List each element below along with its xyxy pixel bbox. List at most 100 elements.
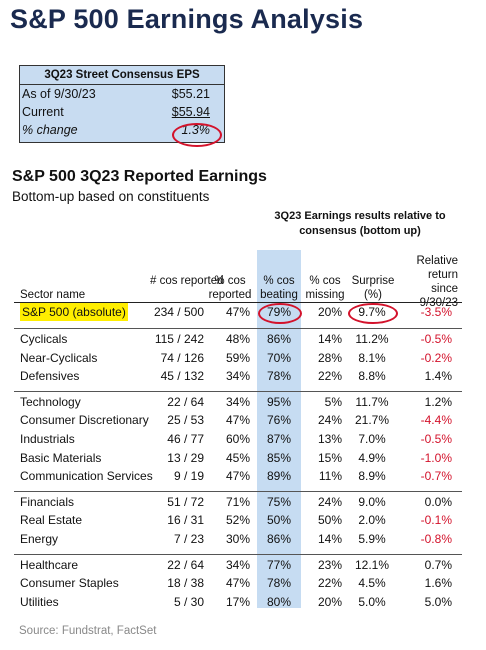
beating-cell: 86% [266, 532, 292, 546]
surprise-cell: 11.2% [355, 332, 389, 346]
surprise-circle-annotation [348, 303, 398, 324]
pct-reported-cell: 48% [225, 332, 250, 346]
consensus-row-asof: As of 9/30/23 $55.21 [20, 85, 224, 103]
surprise-cell: 4.5% [358, 576, 386, 591]
consensus-value: $55.21 [171, 87, 210, 101]
pct-reported-cell: 45% [225, 450, 250, 465]
reported-cell: 74 / 126 [160, 350, 204, 365]
pct-reported-cell: 34% [225, 557, 250, 572]
table-row: Cyclicals 115 / 242 48% 86% 14% 11.2% -0.5% [0, 330, 486, 348]
relative-return-cell: -1.0% [420, 450, 452, 465]
reported-cell: 16 / 31 [167, 513, 204, 528]
beating-cell: 78% [266, 576, 292, 591]
col-header-missing: % cos missing [305, 275, 345, 301]
beating-cell: 76% [266, 413, 292, 428]
missing-cell: 15% [317, 450, 342, 465]
surprise-cell: 8.1% [358, 350, 386, 365]
col-header-relative: Relative return since 9/30/23 [416, 255, 458, 309]
relative-return-cell: 1.2% [424, 394, 452, 409]
missing-cell: 14% [317, 332, 342, 346]
surprise-cell: 2.0% [358, 513, 386, 528]
relative-return-cell: -0.5% [420, 332, 452, 346]
table-row: Healthcare 22 / 64 34% 77% 23% 12.1% 0.7% [0, 556, 486, 574]
missing-cell: 20% [317, 594, 342, 609]
pct-reported-cell: 17% [225, 594, 250, 609]
group-divider [14, 553, 462, 555]
beating-cell: 95% [266, 394, 292, 409]
beating-cell: 77% [266, 557, 292, 572]
surprise-cell: 5.9% [358, 532, 386, 546]
missing-cell: 5% [324, 394, 342, 409]
page-title: S&P 500 Earnings Analysis [10, 4, 364, 34]
table-row: Basic Materials 13 / 29 45% 85% 15% 4.9% -1.0% [0, 449, 486, 467]
reported-cell: 51 / 72 [167, 494, 204, 509]
sector-name-cell: Real Estate [20, 513, 83, 528]
surprise-cell: 11.7% [355, 394, 389, 409]
col-header-beating: % cos beating [260, 275, 298, 301]
total-row: S&P 500 (absolute) 234 / 500 47% 79% 20% 9.7%… [0, 303, 486, 321]
pct-reported-cell: 60% [225, 432, 250, 446]
pct-reported-cell: 34% [225, 394, 250, 409]
beating-cell: 89% [266, 469, 292, 484]
sector-name-cell: S&P 500 (absolute) [20, 303, 128, 321]
sector-name-cell: Communication Services [20, 469, 153, 484]
sector-name-cell: Industrials [20, 432, 75, 446]
beating-cell: 80% [266, 594, 292, 609]
reported-cell: 46 / 77 [167, 432, 204, 446]
beating-cell: 78% [266, 369, 292, 384]
pct-reported-cell: 71% [225, 494, 250, 509]
pct-reported-cell: 47% [225, 305, 250, 319]
table-row: Technology 22 / 64 34% 95% 5% 11.7% 1.2% [0, 393, 486, 411]
sector-name-cell: Defensives [20, 369, 80, 384]
change-circle-annotation [172, 123, 222, 147]
table-row: Financials 51 / 72 71% 75% 24% 9.0% 0.0% [0, 493, 486, 511]
beating-circle-annotation [258, 303, 302, 324]
missing-cell: 50% [317, 513, 342, 528]
header-divider [14, 302, 462, 303]
col-header-surprise: Surprise (%) [351, 275, 395, 301]
missing-cell: 28% [317, 350, 342, 365]
reported-cell: 45 / 132 [160, 369, 204, 384]
reported-cell: 234 / 500 [153, 305, 204, 319]
sector-name-cell: Consumer Discretionary [20, 413, 149, 428]
missing-cell: 23% [317, 557, 342, 572]
col-header-reported: # cos reported [150, 275, 224, 287]
missing-cell: 22% [317, 576, 342, 591]
surprise-cell: 9.0% [358, 494, 386, 509]
pct-reported-cell: 47% [225, 469, 250, 484]
consensus-eps-box: 3Q23 Street Consensus EPS As of 9/30/23 … [19, 65, 225, 143]
reported-cell: 22 / 64 [167, 394, 204, 409]
surprise-cell: 5.0% [358, 594, 386, 609]
surprise-cell: 21.7% [354, 413, 390, 428]
sector-name-cell: Utilities [20, 594, 59, 609]
relative-return-cell: 0.7% [424, 557, 452, 572]
table-row: Utilities 5 / 30 17% 80% 20% 5.0% 5.0% [0, 593, 486, 611]
section-subtitle: Bottom-up based on constituents [12, 189, 210, 204]
beating-cell: 70% [266, 350, 292, 365]
table-row: Communication Services 9 / 19 47% 89% 11% 8.9… [0, 467, 486, 485]
consensus-label: % change [22, 123, 78, 137]
sector-name-cell: Technology [20, 394, 81, 409]
surprise-cell: 8.8% [358, 369, 386, 384]
table-row: Near-Cyclicals 74 / 126 59% 70% 28% 8.1% -0.2% [0, 349, 486, 367]
pct-reported-cell: 47% [225, 413, 250, 428]
beating-cell: 75% [266, 494, 292, 509]
table-row: Defensives 45 / 132 34% 78% 22% 8.8% 1.4% [0, 367, 486, 385]
relative-return-cell: -0.2% [420, 350, 452, 365]
reported-cell: 25 / 53 [167, 413, 204, 428]
sector-name-cell: Financials [20, 494, 75, 509]
reported-cell: 115 / 242 [154, 332, 204, 346]
missing-cell: 14% [317, 532, 342, 546]
reported-cell: 5 / 30 [173, 594, 204, 609]
pct-reported-cell: 59% [225, 350, 250, 365]
relative-return-cell: 0.0% [424, 494, 452, 509]
relative-return-cell: 1.4% [424, 369, 452, 384]
beating-cell: 85% [266, 450, 292, 465]
consensus-value: $55.94 [171, 105, 210, 119]
reported-cell: 18 / 38 [167, 576, 204, 591]
table-row: Consumer Discretionary 25 / 53 47% 76% 24% 21… [0, 411, 486, 429]
relative-return-cell: 5.0% [424, 594, 452, 609]
relative-return-cell: -0.8% [420, 532, 452, 546]
reported-cell: 13 / 29 [167, 450, 204, 465]
missing-cell: 13% [317, 432, 342, 446]
